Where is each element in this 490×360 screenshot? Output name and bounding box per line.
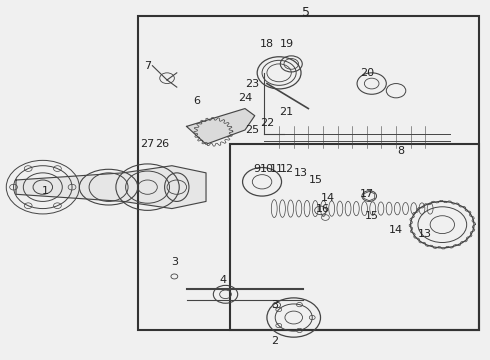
Text: 15: 15	[365, 211, 379, 221]
Text: 8: 8	[397, 147, 404, 157]
Text: 12: 12	[279, 164, 294, 174]
Text: 13: 13	[418, 229, 432, 239]
Text: 24: 24	[238, 93, 252, 103]
Text: 3: 3	[171, 257, 178, 267]
Text: 13: 13	[294, 168, 308, 178]
Text: 5: 5	[302, 6, 310, 19]
Text: 15: 15	[309, 175, 322, 185]
Text: 14: 14	[321, 193, 335, 203]
Text: 11: 11	[270, 164, 284, 174]
Text: 9: 9	[254, 164, 261, 174]
Text: 17: 17	[360, 189, 374, 199]
Text: 1: 1	[42, 186, 49, 196]
Text: 2: 2	[270, 336, 278, 346]
Polygon shape	[16, 166, 206, 208]
Text: 10: 10	[260, 164, 274, 174]
Bar	[138, 16, 479, 330]
Text: 26: 26	[155, 139, 169, 149]
Polygon shape	[187, 109, 255, 144]
Text: 14: 14	[389, 225, 403, 235]
Text: 23: 23	[245, 78, 259, 89]
Text: 16: 16	[316, 203, 330, 213]
Text: 4: 4	[220, 275, 227, 285]
Text: 3: 3	[271, 300, 278, 310]
Text: 6: 6	[193, 96, 200, 107]
Text: 20: 20	[360, 68, 374, 78]
Text: 7: 7	[144, 61, 151, 71]
Bar	[230, 144, 479, 330]
Text: 19: 19	[279, 39, 294, 49]
Text: 27: 27	[141, 139, 155, 149]
Text: 18: 18	[260, 39, 274, 49]
Text: 21: 21	[279, 107, 294, 117]
Text: 22: 22	[260, 118, 274, 128]
Text: 25: 25	[245, 125, 259, 135]
